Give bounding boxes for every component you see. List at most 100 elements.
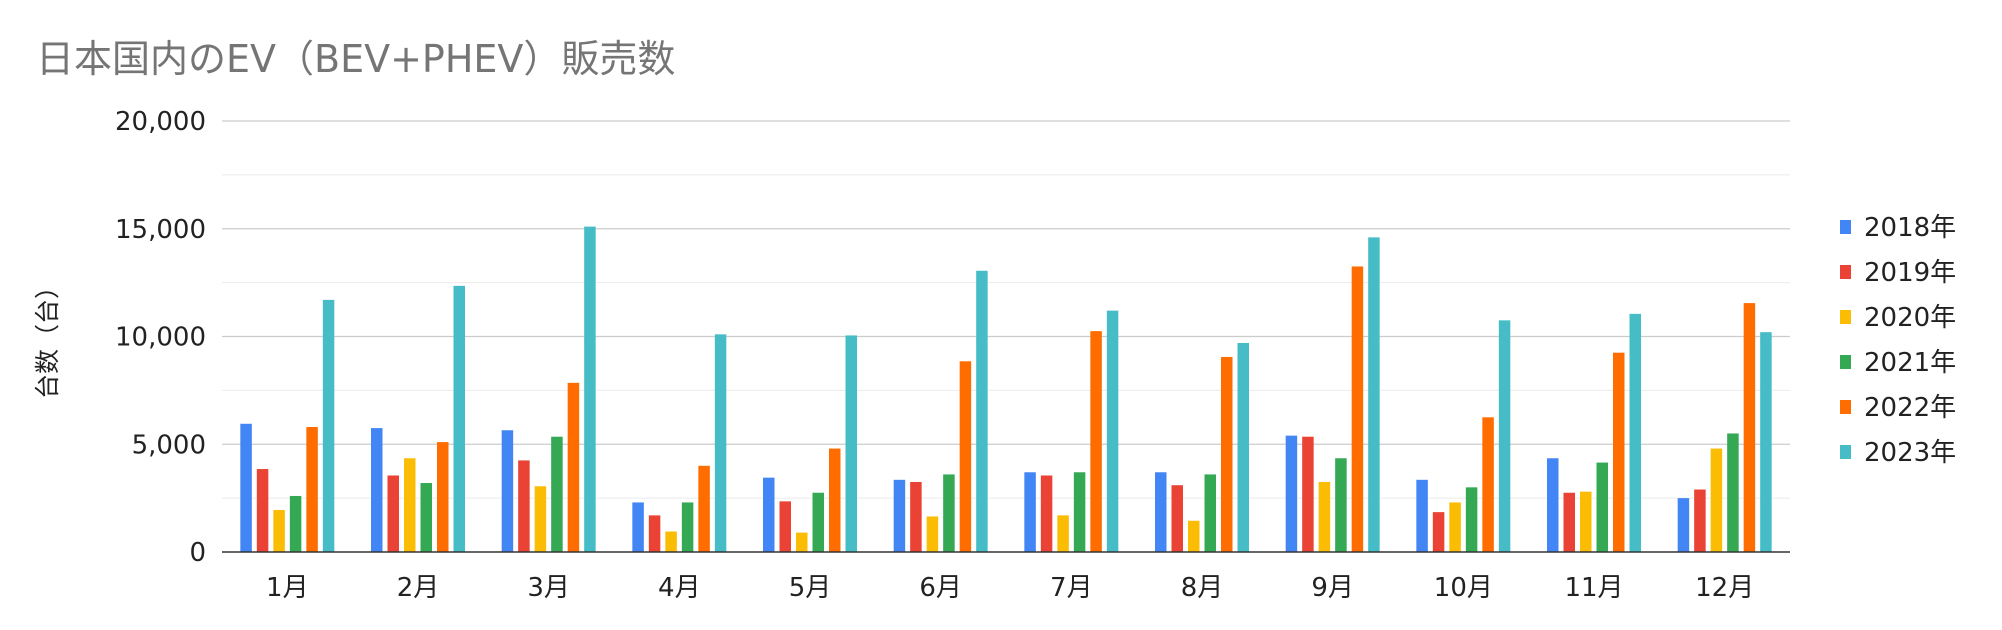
bar-2018年-12月 [1677,498,1690,552]
x-tick-label: 12月 [1695,573,1754,603]
bar-2019年-3月 [518,460,530,552]
bar-2019年-6月 [910,481,922,552]
bar-2021年-8月 [1204,474,1216,552]
bar-2019年-7月 [1040,475,1053,552]
legend-item-2021年: 2021年 [1840,348,1956,378]
bar-2018年-10月 [1416,479,1428,552]
legend: 2018年 2019年 2020年 2021年 2022年 2023年 [1840,213,1956,468]
bar-2019年-5月 [779,501,791,552]
bar-2018年-8月 [1155,472,1167,552]
bar-2019年-8月 [1171,485,1183,552]
legend-swatch [1840,355,1851,369]
y-tick-label: 15,000 [115,215,206,245]
bar-2022年-3月 [567,382,580,552]
bar-2018年-2月 [371,428,383,552]
bar-2021年-9月 [1335,458,1347,552]
bar-2021年-6月 [943,474,955,552]
x-tick-label: 10月 [1434,573,1493,603]
bar-2019年-12月 [1694,489,1706,552]
bar-2021年-10月 [1465,487,1478,552]
bar-2020年-4月 [665,531,677,552]
bar-2018年-9月 [1285,435,1298,552]
bar-2023年-5月 [845,335,857,552]
bar-2020年-10月 [1449,502,1461,552]
y-tick-label: 10,000 [115,323,206,353]
x-tick-label: 6月 [919,573,962,603]
legend-item-2022年: 2022年 [1840,393,1956,423]
bar-2023年-4月 [714,334,727,552]
legend-swatch [1840,445,1851,459]
x-tick-label: 3月 [527,573,570,603]
legend-item-2018年: 2018年 [1840,213,1956,243]
bar-2019年-1月 [256,469,269,552]
bar-2022年-9月 [1351,266,1364,552]
y-axis-tick-labels: 0 5,000 10,000 15,000 20,000 [115,107,206,568]
legend-item-2020年: 2020年 [1840,303,1956,333]
y-tick-label: 5,000 [132,430,206,460]
bar-2018年-6月 [893,479,906,552]
bar-2018年-4月 [632,502,644,552]
bar-2022年-5月 [829,448,841,552]
bar-2020年-5月 [796,532,808,552]
x-tick-label: 9月 [1311,573,1354,603]
bar-2021年-7月 [1073,472,1086,552]
bar-2022年-7月 [1090,331,1102,552]
x-tick-label: 5月 [789,573,832,603]
x-tick-label: 2月 [397,573,440,603]
bar-2022年-10月 [1482,417,1494,552]
bar-2018年-3月 [501,430,514,552]
legend-label: 2020年 [1864,303,1956,333]
x-tick-label: 7月 [1050,573,1093,603]
bar-2020年-11月 [1580,491,1592,552]
bar-2020年-7月 [1057,515,1069,552]
legend-item-2023年: 2023年 [1840,438,1956,468]
bar-2020年-3月 [534,486,547,552]
bar-2022年-2月 [437,442,449,552]
bar-2020年-1月 [273,509,285,552]
bar-2018年-7月 [1024,472,1036,552]
legend-swatch [1840,310,1851,324]
x-tick-label: 4月 [658,573,701,603]
gridlines [222,120,1790,499]
bar-2020年-8月 [1188,520,1200,552]
bar-2021年-3月 [551,436,563,552]
bar-2023年-3月 [584,226,596,552]
bar-2022年-8月 [1221,356,1233,552]
legend-label: 2021年 [1864,348,1956,378]
x-tick-label: 11月 [1564,573,1623,603]
legend-item-2019年: 2019年 [1840,258,1956,288]
bar-2023年-6月 [976,270,988,552]
legend-label: 2018年 [1864,213,1956,243]
y-tick-label: 0 [189,538,206,568]
y-tick-label: 20,000 [115,107,206,137]
legend-label: 2023年 [1864,438,1956,468]
bar-2022年-12月 [1743,303,1756,552]
chart-title: 日本国内のEV（BEV+PHEV）販売数 [36,37,675,81]
bar-2023年-9月 [1368,237,1380,552]
bar-2023年-1月 [322,299,335,552]
y-axis-title: 台数（台） [33,274,62,399]
bar-2022年-4月 [698,465,710,552]
bar-2021年-4月 [681,502,694,552]
bar-2019年-10月 [1432,512,1445,552]
bar-2019年-11月 [1563,492,1575,552]
bar-2022年-11月 [1613,352,1625,552]
bar-2021年-12月 [1727,433,1739,552]
bar-2021年-2月 [420,483,432,552]
bar-2018年-1月 [240,423,252,552]
x-axis-tick-labels: 1月 2月 3月 4月 5月 6月 7月 8月 9月 10月 11月 12月 [266,573,1754,603]
bar-2018年-5月 [763,477,775,552]
legend-swatch [1840,265,1851,279]
bar-2020年-9月 [1318,481,1331,552]
bar-2023年-7月 [1106,310,1119,552]
bar-2022年-1月 [306,427,318,552]
bar-2019年-2月 [387,475,399,552]
bar-2023年-11月 [1629,313,1641,552]
bar-2021年-1月 [289,495,302,552]
x-tick-label: 1月 [266,573,309,603]
bar-2019年-9月 [1302,436,1314,552]
bar-2018年-11月 [1547,458,1559,552]
bar-2021年-5月 [812,492,824,552]
x-tick-label: 8月 [1181,573,1224,603]
